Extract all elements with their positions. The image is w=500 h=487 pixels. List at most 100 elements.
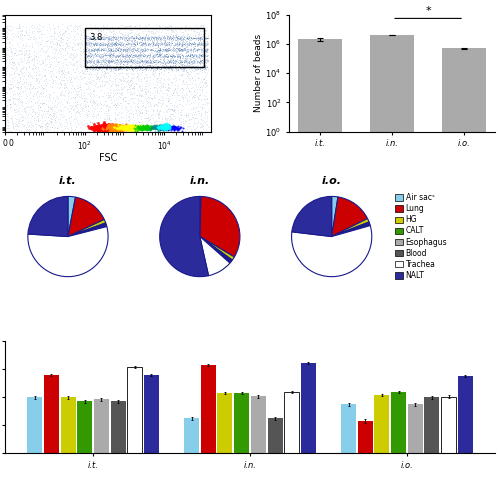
Point [98,60,106,68]
Point [156,126,164,134]
Point [193,66,201,74]
Point [186,51,194,59]
Point [122,55,130,63]
Point [167,52,175,59]
Point [100,109,108,117]
Point [129,34,137,42]
Point [106,65,114,73]
Point [28,55,36,63]
Point [110,26,118,34]
Point [119,46,127,54]
Point [16,110,24,118]
Point [124,32,132,39]
Point [164,75,172,83]
Point [179,119,187,127]
Point [86,52,94,59]
Point [154,48,162,56]
Point [60,27,68,35]
Point [24,71,32,79]
Point [77,39,85,47]
Point [158,39,166,47]
Point [102,31,110,39]
Point [141,125,149,133]
Point [25,62,33,70]
Point [167,126,175,133]
Point [140,54,148,61]
Point [176,54,184,61]
Point [122,123,130,131]
Point [105,75,113,83]
Point [32,50,40,57]
Point [203,46,211,54]
Point [140,106,148,113]
Point [192,25,200,33]
Point [122,125,130,132]
Point [180,124,188,132]
Point [147,24,155,32]
Point [132,62,140,70]
Point [90,34,98,42]
Point [112,127,120,135]
Point [2,70,10,78]
Point [180,92,188,99]
Point [146,35,154,43]
Point [154,112,162,119]
Point [119,56,127,64]
Point [114,52,122,60]
Point [170,87,178,95]
Point [197,21,205,29]
Point [94,58,102,66]
Point [173,63,181,71]
Wedge shape [200,237,230,263]
Point [142,54,150,62]
Point [42,92,50,99]
Point [104,103,112,111]
Point [148,35,156,42]
Point [170,89,177,96]
Point [161,60,169,68]
Point [148,57,156,65]
Point [184,111,192,119]
Point [114,39,122,47]
Point [182,46,190,54]
Point [59,63,67,71]
Point [124,39,132,47]
Point [76,79,84,87]
Point [146,122,154,130]
Point [140,125,148,132]
Point [100,46,108,54]
Point [30,106,38,113]
Point [144,27,152,35]
Point [98,34,106,41]
Point [9,54,17,61]
Point [186,63,194,71]
Point [76,101,84,109]
Point [127,95,135,103]
Point [158,49,166,57]
Point [168,27,176,35]
Point [167,45,175,53]
Point [166,64,174,72]
Point [112,62,120,70]
Point [175,44,183,52]
Point [42,34,50,41]
Point [185,46,193,54]
Point [110,122,118,130]
Point [162,36,170,43]
Point [149,52,157,60]
Point [139,39,147,47]
Point [110,125,118,132]
Point [118,119,126,127]
Point [115,114,123,122]
Point [198,63,206,71]
Wedge shape [332,219,369,237]
Point [146,59,154,67]
Point [20,114,28,122]
Point [194,63,202,71]
Point [184,34,192,41]
Point [100,58,108,66]
Point [16,86,24,94]
Point [198,63,206,71]
Point [158,39,166,47]
Point [164,41,172,49]
